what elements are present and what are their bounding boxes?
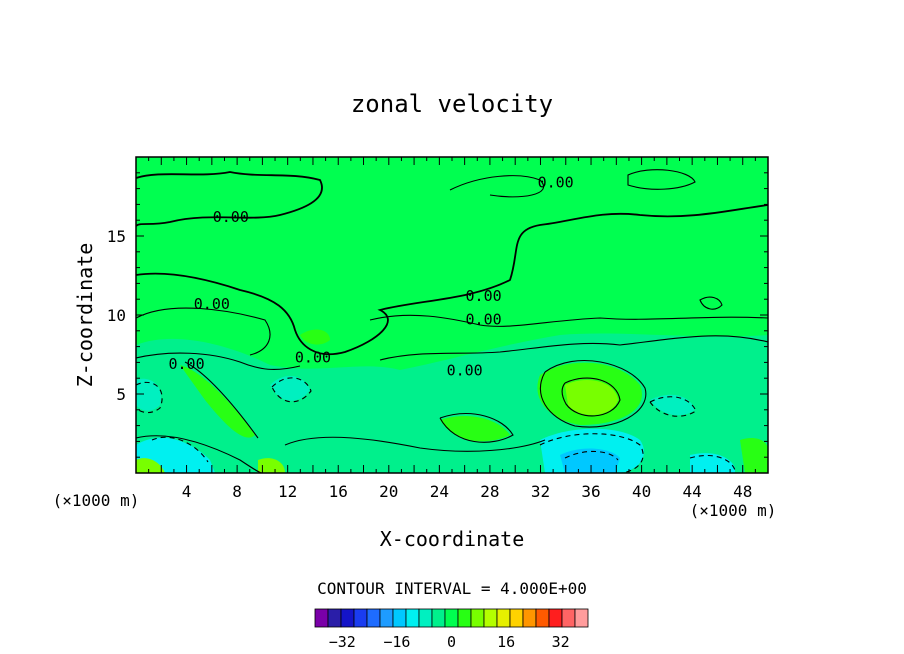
x-tick-label: 40 (632, 482, 651, 501)
contour-line-negative (564, 450, 619, 461)
field-region-se-low (690, 453, 735, 473)
colorbar-swatch (574, 608, 589, 628)
colorbar-tick-label: −16 (383, 633, 410, 651)
colorbar-swatch (353, 608, 368, 628)
colorbar-swatch (405, 608, 420, 628)
contour-line (136, 435, 263, 473)
contour-line (136, 307, 271, 356)
y-axis-label: Z-coordinate (73, 243, 97, 388)
contour-line-negative (689, 454, 736, 471)
contour-line (379, 335, 768, 361)
contour-line (136, 171, 323, 227)
contour-line-negative (539, 433, 644, 473)
contour-line (284, 436, 546, 452)
contour-line-negative (151, 436, 209, 463)
field-region-west-edge (136, 378, 161, 411)
y-tick-label: 15 (107, 227, 126, 246)
colorbar-swatch (418, 608, 433, 628)
colorbar-swatch (522, 608, 537, 628)
contour-line (136, 352, 301, 371)
contour-line (699, 296, 723, 310)
colorbar-swatch (483, 608, 498, 628)
field-region-center-high (440, 415, 510, 442)
x-tick-label: 12 (278, 482, 297, 501)
x-tick-label: 20 (379, 482, 398, 501)
field-region-s-jet-core (560, 448, 620, 473)
contour-label: 0.00 (466, 287, 502, 305)
field-region-s-core (258, 458, 285, 473)
x-tick-label: 32 (531, 482, 550, 501)
colorbar-swatch (431, 608, 446, 628)
colorbar-swatch (366, 608, 381, 628)
x-tick-label: 8 (232, 482, 242, 501)
contour-line (439, 413, 514, 443)
x-axis-label: X-coordinate (380, 527, 525, 551)
field-region-se-high (740, 438, 768, 473)
chart-title: zonal velocity (351, 90, 553, 118)
contour-label: 0.00 (213, 208, 249, 226)
colorbar-swatch (327, 608, 342, 628)
field-region-sw-core (136, 458, 165, 473)
x-tick-label: 16 (329, 482, 348, 501)
contour-interval-text: CONTOUR INTERVAL = 4.000E+00 (317, 579, 587, 598)
colorbar-swatch (535, 608, 550, 628)
colorbar-swatch (379, 608, 394, 628)
contour-label: 0.00 (194, 295, 230, 313)
x-tick-label: 36 (581, 482, 600, 501)
colorbar-swatch (561, 608, 576, 628)
contour-label: 0.00 (168, 355, 204, 373)
colorbar-swatch (457, 608, 472, 628)
colorbar-swatch (509, 608, 524, 628)
contour-label: 0.00 (538, 173, 574, 191)
contour-line (449, 175, 544, 198)
field-region-upper-bump (300, 329, 330, 345)
contour-line-negative (271, 377, 312, 403)
colorbar-tick-label: 32 (552, 633, 570, 651)
field-region-ne-low (650, 394, 695, 416)
contour-label: 0.00 (295, 349, 331, 367)
colorbar: −32 −16 0 16 32 (314, 608, 589, 651)
colorbar-swatch (314, 608, 329, 628)
x-unit-label-right: (×1000 m) (690, 501, 777, 520)
contour-line-negative (136, 381, 163, 414)
field-region-west-ridge (180, 365, 255, 438)
colorbar-tick-label: −32 (329, 633, 356, 651)
x-tick-label: 44 (683, 482, 702, 501)
colorbar-swatch (496, 608, 511, 628)
y-tick-label: 10 (107, 306, 126, 325)
x-tick-label: 48 (733, 482, 752, 501)
x-tick-label: 24 (430, 482, 449, 501)
contour-label: 0.00 (447, 361, 483, 379)
plot-area (135, 156, 769, 474)
x-tick-label: 4 (182, 482, 192, 501)
colorbar-swatch (340, 608, 355, 628)
y-tick-label: 5 (116, 385, 126, 404)
field-region-west-low (270, 375, 310, 401)
colorbar-tick-label: 0 (447, 633, 456, 651)
contour-line (539, 360, 647, 428)
contour-line (136, 204, 768, 356)
contour-line (184, 361, 259, 439)
contour-label: 0.00 (466, 311, 502, 329)
x-tick-label: 28 (480, 482, 499, 501)
contour-line (627, 169, 696, 190)
x-unit-label-left: (×1000 m) (53, 491, 140, 510)
field-region-east-core (565, 380, 618, 416)
colorbar-swatch (548, 608, 563, 628)
colorbar-swatch (470, 608, 485, 628)
contour-line (369, 314, 768, 327)
contour-line (561, 377, 621, 417)
colorbar-swatch (392, 608, 407, 628)
colorbar-tick-label: 16 (497, 633, 515, 651)
colorbar-swatch (444, 608, 459, 628)
